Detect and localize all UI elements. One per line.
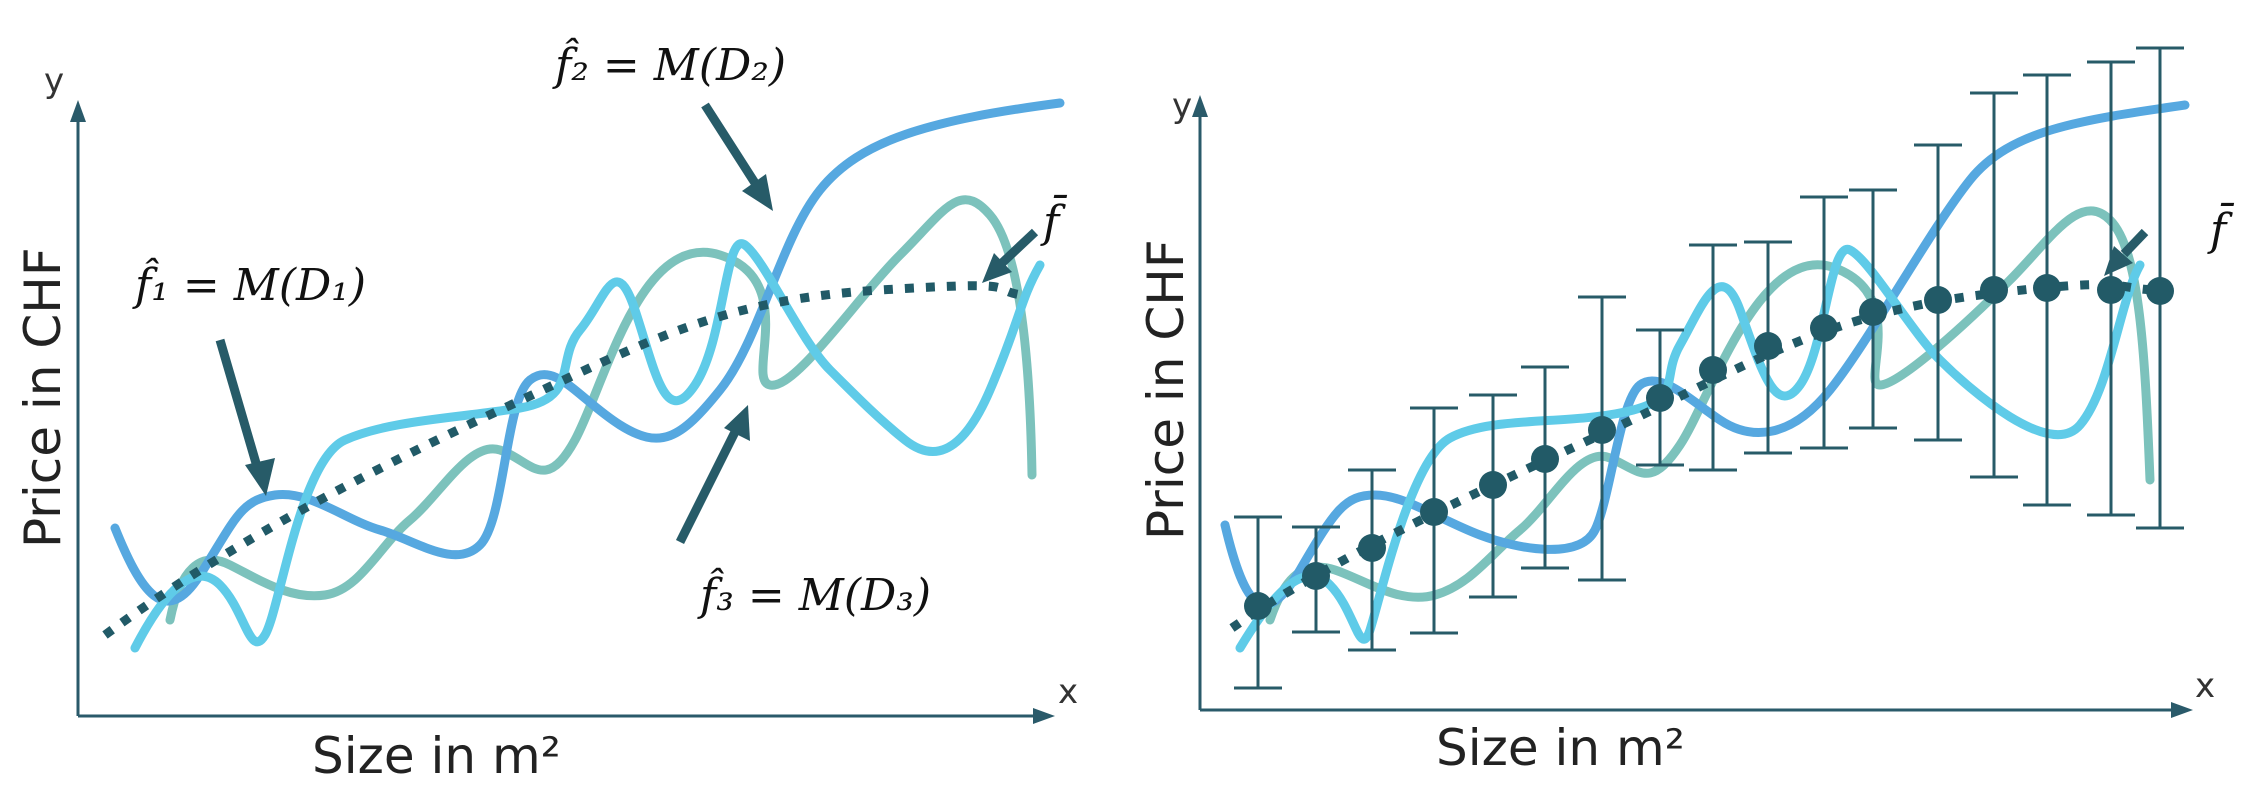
mean-point [1859, 298, 1887, 326]
right-x-arrowhead [2171, 702, 2193, 718]
left-y-letter: y [44, 61, 64, 101]
left-y-arrowhead [70, 100, 86, 122]
mean-point [1699, 356, 1727, 384]
mean-point [1244, 592, 1272, 620]
label-mean-right: f̄ [2207, 201, 2234, 256]
right-axes: y x [1172, 86, 2215, 718]
mean-point [1531, 445, 1559, 473]
mean-point [2146, 277, 2174, 305]
left-y-axis-label: Price in CHF [14, 247, 72, 548]
mean-point [1420, 498, 1448, 526]
right-y-arrowhead [1192, 95, 1208, 117]
mean-point [1358, 534, 1386, 562]
right-panel: y x Price in CHF Size in m² [1137, 46, 2234, 777]
right-y-axis-label: Price in CHF [1137, 239, 1195, 540]
pointer-mean-right [2104, 228, 2149, 276]
mean-point [1646, 384, 1674, 412]
pointer-f2 [701, 102, 773, 211]
right-x-axis-label: Size in m² [1436, 719, 1685, 777]
label-mean-left: f̄ [1040, 193, 1067, 248]
left-x-arrowhead [1033, 708, 1055, 724]
mean-point [1754, 332, 1782, 360]
right-y-letter: y [1172, 86, 1192, 126]
right-x-letter: x [2195, 666, 2215, 706]
left-axes: y x [44, 61, 1078, 724]
left-panel: y x Price in CHF Size in m² f̂₁ = M(D₁) … [14, 36, 1078, 785]
right-curve-f1 [1225, 105, 2185, 605]
left-x-axis-label: Size in m² [312, 727, 561, 785]
left-curve-f1 [115, 103, 1060, 601]
pointer-f3 [675, 405, 750, 545]
mean-point [1479, 471, 1507, 499]
label-f1: f̂₁ = M(D₁) [132, 256, 366, 311]
mean-point [1980, 276, 2008, 304]
left-x-letter: x [1058, 672, 1078, 712]
pointer-f1 [215, 338, 275, 496]
mean-point [2097, 276, 2125, 304]
mean-point [1924, 286, 1952, 314]
pointer-mean-left [982, 228, 1039, 283]
label-f3: f̂₃ = M(D₃) [697, 566, 931, 621]
mean-point [1302, 562, 1330, 590]
mean-points [1244, 274, 2174, 620]
mean-point [2033, 274, 2061, 302]
label-f2: f̂₂ = M(D₂) [552, 36, 786, 91]
mean-point [1810, 314, 1838, 342]
mean-point [1588, 416, 1616, 444]
